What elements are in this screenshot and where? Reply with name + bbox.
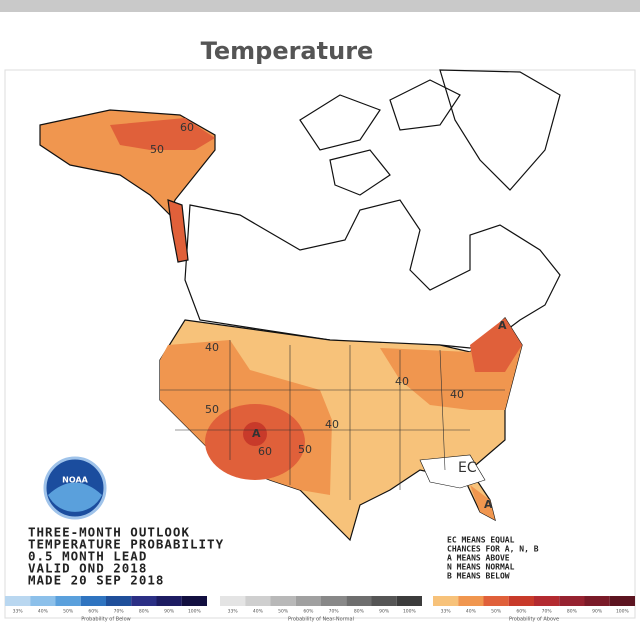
legend-tick: 60% bbox=[88, 609, 99, 615]
legend-swatch bbox=[131, 596, 157, 606]
legend-swatch bbox=[295, 596, 321, 606]
legend-tick: 90% bbox=[592, 609, 603, 615]
legend-tick: 80% bbox=[139, 609, 150, 615]
legend-swatch bbox=[220, 596, 246, 606]
contour-label: 40 bbox=[205, 341, 219, 354]
outlook-line: MADE 20 SEP 2018 bbox=[28, 573, 164, 588]
top-bar bbox=[0, 0, 640, 12]
legend-tick: 70% bbox=[542, 609, 553, 615]
key-line: N MEANS NORMAL bbox=[447, 563, 515, 572]
legend-swatch bbox=[321, 596, 347, 606]
legend-swatch bbox=[584, 596, 610, 606]
contour-label: 50 bbox=[205, 403, 219, 416]
legend-tick: 50% bbox=[491, 609, 502, 615]
legend-swatch bbox=[80, 596, 106, 606]
borders bbox=[160, 340, 505, 500]
legend-tick: 100% bbox=[616, 609, 630, 615]
legend-tick: 80% bbox=[567, 609, 578, 615]
contour-label: 50 bbox=[298, 443, 312, 456]
legend-tick: 100% bbox=[403, 609, 417, 615]
ec-area bbox=[419, 454, 486, 489]
legend-swatch bbox=[371, 596, 397, 606]
legend-swatch bbox=[156, 596, 182, 606]
contour-label: 60 bbox=[258, 445, 272, 458]
legend-swatch bbox=[609, 596, 635, 606]
legend-swatch bbox=[534, 596, 560, 606]
panhandle bbox=[167, 199, 189, 263]
legend-tick: 90% bbox=[379, 609, 390, 615]
legend-swatch bbox=[245, 596, 271, 606]
northeast-60 bbox=[470, 318, 522, 372]
legend-tick: 80% bbox=[354, 609, 365, 615]
contour-label: A bbox=[498, 319, 507, 332]
key-text: EC MEANS EQUAL CHANCES FOR A, N, B A MEA… bbox=[447, 536, 539, 581]
west-70 bbox=[243, 422, 267, 446]
outlook-text: THREE-MONTH OUTLOOK TEMPERATURE PROBABIL… bbox=[28, 525, 224, 588]
key-line: CHANCES FOR A, N, B bbox=[447, 545, 539, 554]
legend-title: Probability of Near-Normal bbox=[288, 617, 354, 623]
outlook-line: TEMPERATURE PROBABILITY bbox=[28, 537, 224, 552]
legend-tick: 70% bbox=[329, 609, 340, 615]
key-line: B MEANS BELOW bbox=[447, 572, 510, 581]
legend-swatch bbox=[483, 596, 509, 606]
legend-swatch bbox=[5, 596, 31, 606]
legend-tick: 40% bbox=[253, 609, 264, 615]
legend-swatch bbox=[396, 596, 422, 606]
alaska-60 bbox=[110, 118, 215, 150]
map bbox=[39, 69, 561, 542]
contour-label: 40 bbox=[325, 418, 339, 431]
legend-swatch bbox=[181, 596, 207, 606]
legend-swatch bbox=[346, 596, 372, 606]
contour-label: 60 bbox=[180, 121, 194, 134]
legend-tick: 33% bbox=[228, 609, 239, 615]
legend-tick: 60% bbox=[516, 609, 527, 615]
legend-swatch bbox=[433, 596, 459, 606]
contour-label: EC bbox=[458, 460, 477, 476]
legend-swatch bbox=[55, 596, 81, 606]
logo-text: NOAA bbox=[62, 476, 88, 485]
logo-wave bbox=[48, 482, 102, 512]
contour-label: A bbox=[252, 427, 261, 440]
legend-title: Probability of Below bbox=[81, 617, 130, 623]
legend-swatch bbox=[559, 596, 585, 606]
outlook-line: THREE-MONTH OUTLOOK bbox=[28, 525, 190, 540]
legend-title: Probability of Above bbox=[509, 617, 559, 623]
legend-swatch bbox=[270, 596, 296, 606]
key-line: EC MEANS EQUAL bbox=[447, 536, 515, 545]
noaa-logo: NOAA bbox=[43, 456, 107, 520]
legend-swatch bbox=[106, 596, 132, 606]
legend: 33% 40% 50% 60% 70% 80% 90% 100% Probability of … bbox=[5, 596, 635, 623]
contour-label: 40 bbox=[450, 388, 464, 401]
legend-tick: 40% bbox=[466, 609, 477, 615]
florida-50 bbox=[470, 485, 495, 520]
legend-tick: 33% bbox=[441, 609, 452, 615]
legend-tick: 70% bbox=[114, 609, 125, 615]
contour-label: A bbox=[484, 498, 493, 511]
legend-tick: 100% bbox=[188, 609, 202, 615]
title: Temperature bbox=[201, 37, 374, 65]
arctic-islands bbox=[299, 69, 561, 196]
legend-tick: 50% bbox=[278, 609, 289, 615]
legend-tick: 40% bbox=[38, 609, 49, 615]
outlook-line: VALID OND 2018 bbox=[28, 561, 147, 576]
contour-labels: 60 50 40 50 40 60 50 40 40 A A A EC bbox=[150, 121, 507, 511]
contour-label: 40 bbox=[395, 375, 409, 388]
legend-tick: 90% bbox=[164, 609, 175, 615]
outlook-line: 0.5 MONTH LEAD bbox=[28, 549, 147, 564]
legend-swatch bbox=[508, 596, 534, 606]
legend-swatch bbox=[30, 596, 56, 606]
key-line: A MEANS ABOVE bbox=[447, 554, 510, 563]
legend-swatch bbox=[458, 596, 484, 606]
legend-tick: 60% bbox=[303, 609, 314, 615]
contour-label: 50 bbox=[150, 143, 164, 156]
legend-tick: 33% bbox=[13, 609, 24, 615]
legend-tick: 50% bbox=[63, 609, 74, 615]
